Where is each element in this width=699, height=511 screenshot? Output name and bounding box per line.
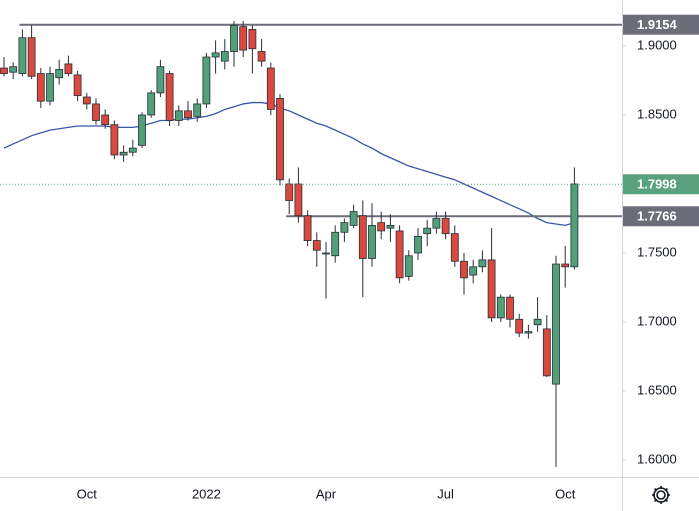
- candle-body: [147, 92, 156, 116]
- candle-body: [266, 67, 275, 110]
- candle-body: [36, 73, 45, 102]
- candle-body: [552, 263, 560, 385]
- x-tick-label: Oct: [555, 486, 576, 501]
- candle-body: [322, 252, 330, 255]
- candle-body: [395, 230, 404, 279]
- candle-body: [285, 183, 294, 201]
- candle-body: [478, 259, 487, 268]
- candle-body: [414, 236, 422, 254]
- plot-area: [0, 21, 622, 467]
- y-tick-label: 1.9000: [637, 37, 677, 52]
- last-price-tag: [623, 174, 699, 195]
- candle-body: [570, 183, 579, 268]
- candle-body: [294, 183, 303, 217]
- candle-body: [211, 52, 220, 58]
- x-tick-label: Jul: [437, 486, 454, 501]
- candle-body: [441, 218, 450, 235]
- candle-body: [220, 51, 229, 62]
- candle-body: [340, 222, 349, 233]
- candle-body: [276, 98, 284, 181]
- candle-body: [9, 66, 18, 73]
- candle-body: [46, 73, 54, 102]
- settings-icon[interactable]: [652, 486, 670, 504]
- candle-body: [18, 37, 27, 74]
- y-tick-label: 1.7500: [637, 244, 677, 259]
- candle-body: [257, 51, 266, 62]
- candle-body: [358, 215, 367, 259]
- y-tick-label: 1.6500: [637, 382, 677, 397]
- y-tick-label: 1.6000: [637, 451, 677, 466]
- candle-body: [165, 73, 174, 121]
- level-tag: [623, 206, 699, 227]
- y-tick-label: 1.8500: [637, 106, 677, 121]
- candle-body: [460, 260, 468, 279]
- candle-body: [349, 211, 358, 226]
- candle-body: [496, 296, 505, 319]
- candle-body: [368, 224, 376, 259]
- candle-body: [506, 296, 514, 320]
- candle-body: [82, 96, 91, 105]
- candle-body: [423, 227, 432, 235]
- candle-body: [561, 263, 570, 268]
- candle-body: [138, 114, 146, 146]
- x-tick-label: Oct: [77, 486, 98, 501]
- candle-body: [156, 66, 165, 94]
- candle-body: [404, 255, 413, 277]
- candle-body: [101, 114, 110, 126]
- level-tag-label: 1.7766: [637, 209, 677, 224]
- candle-body: [239, 26, 248, 51]
- x-tick-label: 2022: [192, 486, 221, 501]
- candle-body: [0, 67, 8, 74]
- candle-body: [230, 24, 238, 52]
- level-tag-label: 1.9154: [637, 17, 678, 32]
- candle-body: [312, 240, 321, 251]
- candle-body: [487, 259, 496, 319]
- candle-body: [377, 222, 386, 232]
- candle-body: [450, 233, 459, 262]
- candle-body: [193, 103, 202, 117]
- candle-body: [128, 147, 137, 153]
- candle-body: [202, 56, 211, 105]
- candle-body: [303, 215, 312, 241]
- candle-body: [184, 110, 192, 119]
- candle-body: [174, 110, 183, 121]
- candle-body: [64, 63, 73, 74]
- candle-body: [73, 74, 82, 97]
- candle-body: [386, 224, 395, 229]
- moving-average: [3, 101, 575, 227]
- candle-body: [331, 231, 340, 257]
- candle-body: [248, 28, 257, 50]
- candle-body: [515, 318, 524, 334]
- candle-body: [432, 218, 441, 229]
- x-tick-label: Apr: [316, 486, 337, 501]
- y-tick-label: 1.7000: [637, 313, 677, 328]
- candle-body: [110, 124, 119, 156]
- candle-body: [469, 266, 478, 276]
- candle-body: [27, 37, 36, 77]
- last-price-label: 1.7998: [637, 177, 677, 192]
- candle-body: [542, 328, 551, 377]
- candle-body: [92, 103, 100, 121]
- candle-body: [119, 151, 128, 156]
- candle-body: [55, 69, 64, 79]
- candle-body: [533, 318, 542, 326]
- candle-body: [524, 331, 533, 334]
- level-tag: [623, 14, 699, 35]
